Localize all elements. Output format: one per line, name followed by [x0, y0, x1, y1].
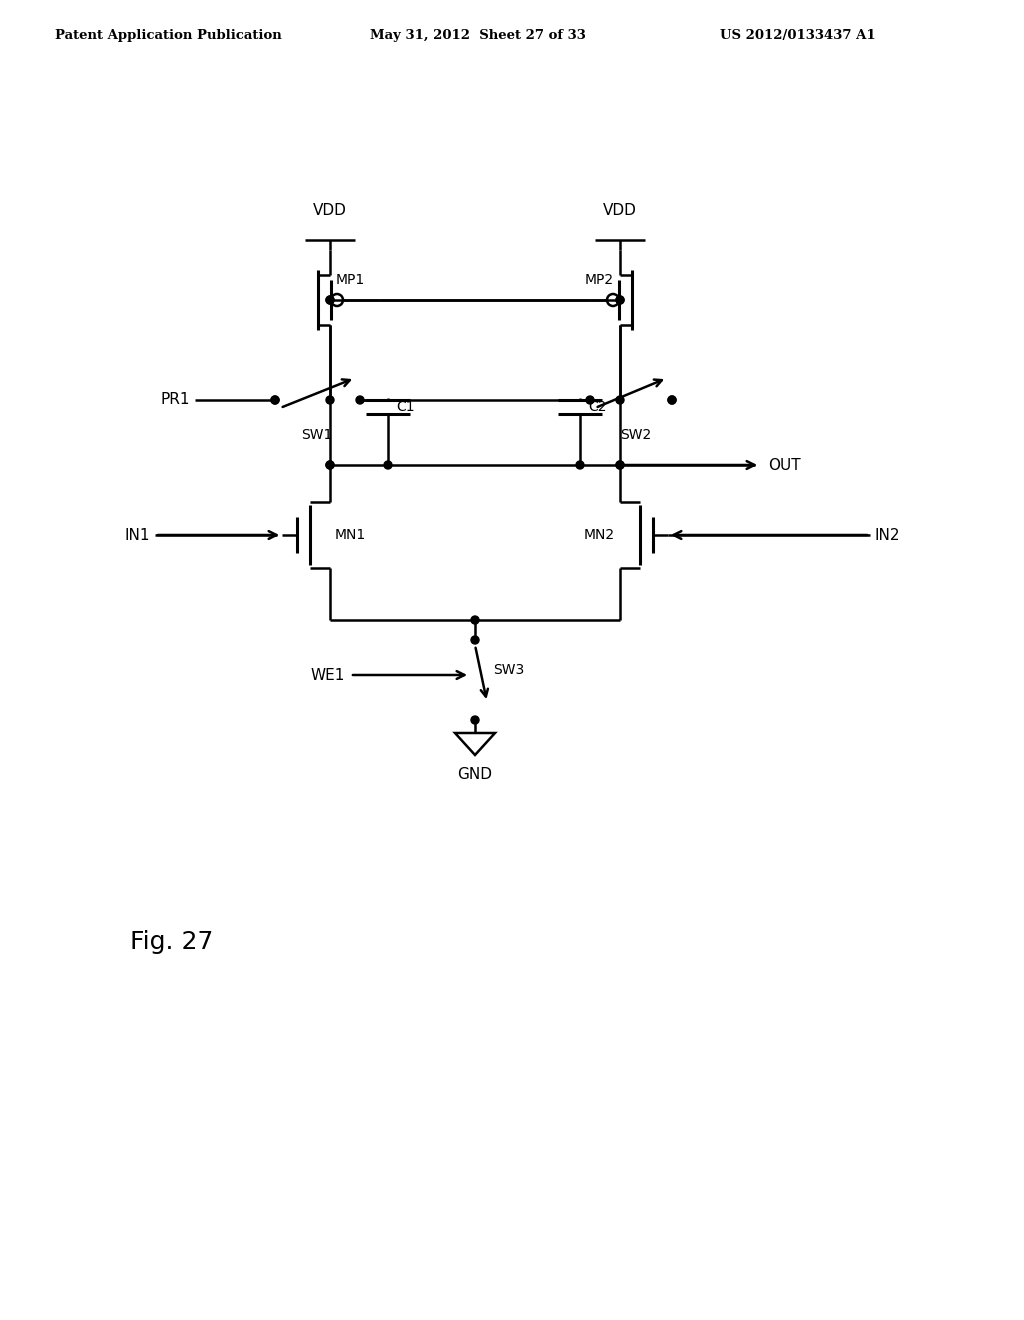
Circle shape [326, 396, 334, 404]
Circle shape [471, 636, 479, 644]
Circle shape [471, 715, 479, 723]
Text: SW3: SW3 [493, 663, 524, 677]
Text: WE1: WE1 [310, 668, 345, 682]
Circle shape [326, 296, 334, 304]
Text: Patent Application Publication: Patent Application Publication [55, 29, 282, 41]
Circle shape [356, 396, 364, 404]
Circle shape [668, 396, 676, 404]
Text: IN1: IN1 [125, 528, 150, 543]
Text: SW2: SW2 [621, 428, 651, 442]
Circle shape [271, 396, 279, 404]
Circle shape [326, 461, 334, 469]
Text: IN2: IN2 [874, 528, 900, 543]
Circle shape [471, 616, 479, 624]
Circle shape [575, 461, 584, 469]
Text: OUT: OUT [768, 458, 801, 473]
Text: May 31, 2012  Sheet 27 of 33: May 31, 2012 Sheet 27 of 33 [370, 29, 586, 41]
Circle shape [271, 396, 279, 404]
Circle shape [326, 461, 334, 469]
Circle shape [616, 296, 624, 304]
Circle shape [586, 396, 594, 404]
Text: MP1: MP1 [336, 273, 366, 286]
Text: US 2012/0133437 A1: US 2012/0133437 A1 [720, 29, 876, 41]
Circle shape [384, 461, 392, 469]
Circle shape [616, 461, 624, 469]
Text: VDD: VDD [313, 203, 347, 218]
Circle shape [668, 396, 676, 404]
Text: MP2: MP2 [585, 273, 614, 286]
Circle shape [616, 296, 624, 304]
Text: MN1: MN1 [335, 528, 367, 543]
Circle shape [616, 461, 624, 469]
Text: GND: GND [458, 767, 493, 781]
Circle shape [326, 296, 334, 304]
Text: MN2: MN2 [584, 528, 615, 543]
Text: C1: C1 [396, 400, 415, 414]
Circle shape [616, 396, 624, 404]
Text: Fig. 27: Fig. 27 [130, 931, 213, 954]
Text: VDD: VDD [603, 203, 637, 218]
Text: PR1: PR1 [161, 392, 190, 408]
Text: C2: C2 [588, 400, 606, 414]
Text: SW1: SW1 [301, 428, 333, 442]
